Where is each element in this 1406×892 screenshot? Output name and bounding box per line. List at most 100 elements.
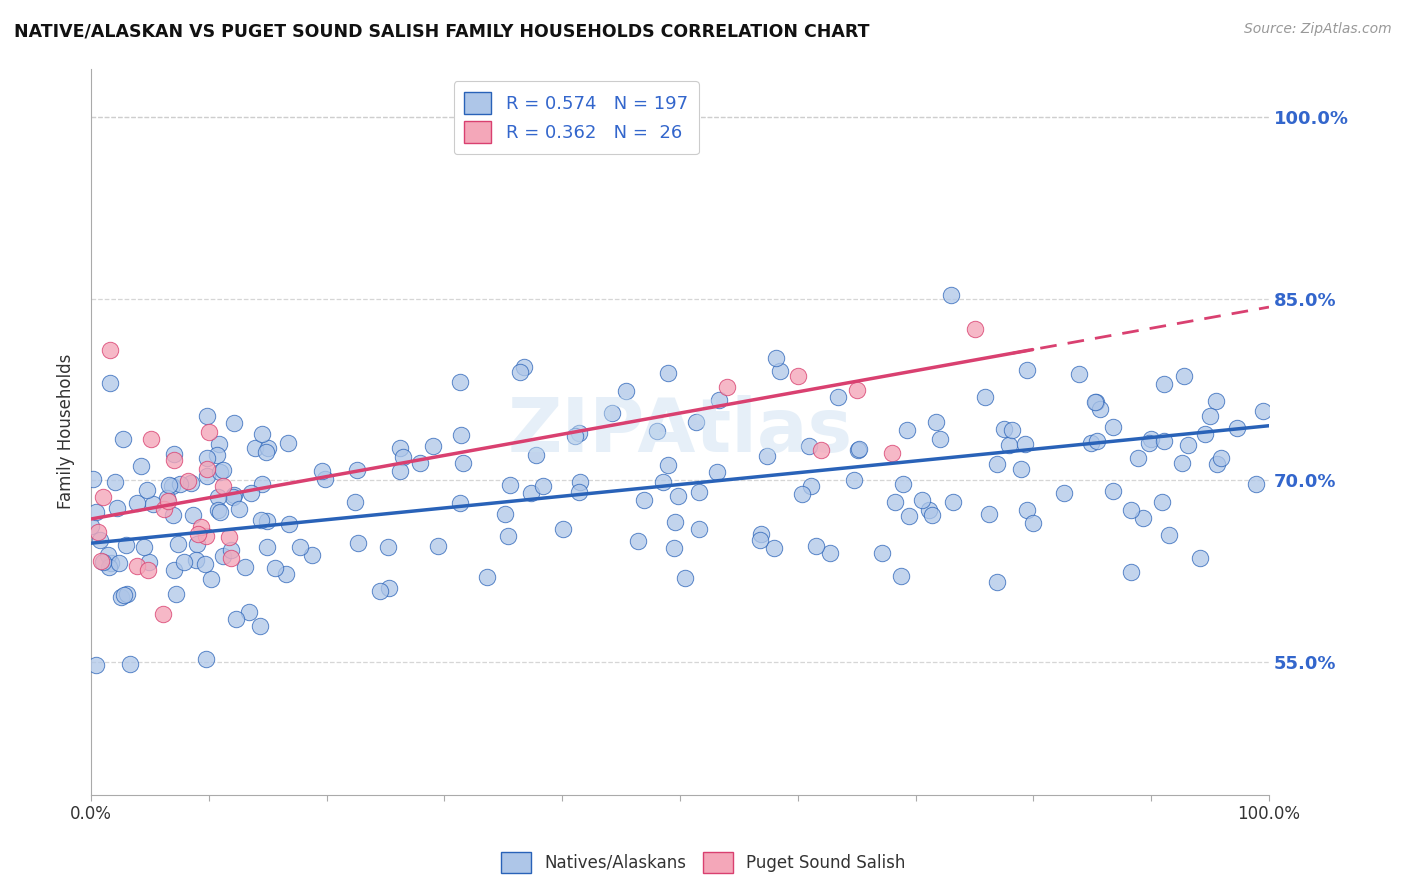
Point xyxy=(1226,421,1249,435)
Point xyxy=(162,508,184,522)
Point xyxy=(195,461,218,475)
Point xyxy=(110,590,132,604)
Point xyxy=(136,563,159,577)
Point xyxy=(346,463,368,477)
Point xyxy=(748,533,770,548)
Point xyxy=(749,527,772,541)
Point xyxy=(264,561,287,575)
Point xyxy=(224,488,246,502)
Point xyxy=(664,515,686,529)
Point xyxy=(91,555,114,569)
Point xyxy=(450,428,472,442)
Point xyxy=(93,490,115,504)
Point xyxy=(1022,516,1045,531)
Point xyxy=(311,465,333,479)
Point xyxy=(207,503,229,517)
Point xyxy=(1137,435,1160,450)
Point xyxy=(627,533,650,548)
Point xyxy=(388,441,411,455)
Point xyxy=(706,465,728,479)
Point xyxy=(633,493,655,508)
Point xyxy=(162,479,184,493)
Point xyxy=(499,478,522,492)
Point xyxy=(205,449,228,463)
Point xyxy=(883,495,905,509)
Point xyxy=(80,519,103,533)
Point xyxy=(911,492,934,507)
Point xyxy=(1084,394,1107,409)
Point xyxy=(716,380,738,394)
Point xyxy=(90,554,112,568)
Point xyxy=(494,508,516,522)
Point xyxy=(1177,438,1199,452)
Point xyxy=(810,442,832,457)
Point xyxy=(657,458,679,473)
Point xyxy=(209,465,232,479)
Point xyxy=(228,502,250,516)
Point xyxy=(219,551,242,566)
Point xyxy=(786,369,808,384)
Point xyxy=(225,612,247,626)
Point xyxy=(1102,420,1125,434)
Point xyxy=(132,540,155,554)
Point xyxy=(427,539,450,553)
Point xyxy=(1015,503,1038,517)
Point xyxy=(194,557,217,571)
Point xyxy=(924,415,946,429)
Point xyxy=(195,451,218,466)
Point xyxy=(569,475,592,489)
Point xyxy=(250,513,273,527)
Point xyxy=(165,587,187,601)
Point xyxy=(475,570,498,584)
Text: ZIPAtlas: ZIPAtlas xyxy=(508,395,852,468)
Point xyxy=(551,522,574,536)
Point xyxy=(156,491,179,506)
Point xyxy=(198,425,221,439)
Point xyxy=(568,485,591,500)
Point xyxy=(1088,401,1111,416)
Point xyxy=(105,500,128,515)
Point xyxy=(1253,404,1275,418)
Point xyxy=(1126,451,1149,466)
Point xyxy=(250,477,273,491)
Point xyxy=(921,508,943,522)
Point xyxy=(256,514,278,528)
Y-axis label: Family Households: Family Households xyxy=(58,354,75,509)
Point xyxy=(422,439,444,453)
Point xyxy=(600,407,623,421)
Point xyxy=(377,581,399,595)
Point xyxy=(897,508,920,523)
Point xyxy=(163,447,186,461)
Point xyxy=(409,456,432,470)
Point xyxy=(942,495,965,509)
Point xyxy=(449,496,471,510)
Point xyxy=(842,473,865,487)
Point xyxy=(180,475,202,490)
Point xyxy=(142,497,165,511)
Point xyxy=(1211,450,1233,465)
Point xyxy=(993,422,1015,436)
Point xyxy=(977,508,1000,522)
Point xyxy=(755,449,778,463)
Point xyxy=(688,485,710,500)
Point xyxy=(1194,427,1216,442)
Point xyxy=(1199,409,1222,424)
Point xyxy=(250,426,273,441)
Point xyxy=(195,529,218,543)
Point xyxy=(131,459,153,474)
Point xyxy=(194,652,217,666)
Point xyxy=(1153,434,1175,448)
Point xyxy=(84,505,107,519)
Point xyxy=(524,448,547,462)
Point xyxy=(138,555,160,569)
Point xyxy=(929,432,952,446)
Point xyxy=(1087,434,1109,448)
Point xyxy=(212,463,235,477)
Point xyxy=(939,288,962,302)
Point xyxy=(277,516,299,531)
Point xyxy=(652,475,675,489)
Point xyxy=(1189,551,1212,566)
Point xyxy=(187,527,209,541)
Point xyxy=(195,468,218,483)
Point xyxy=(890,569,912,583)
